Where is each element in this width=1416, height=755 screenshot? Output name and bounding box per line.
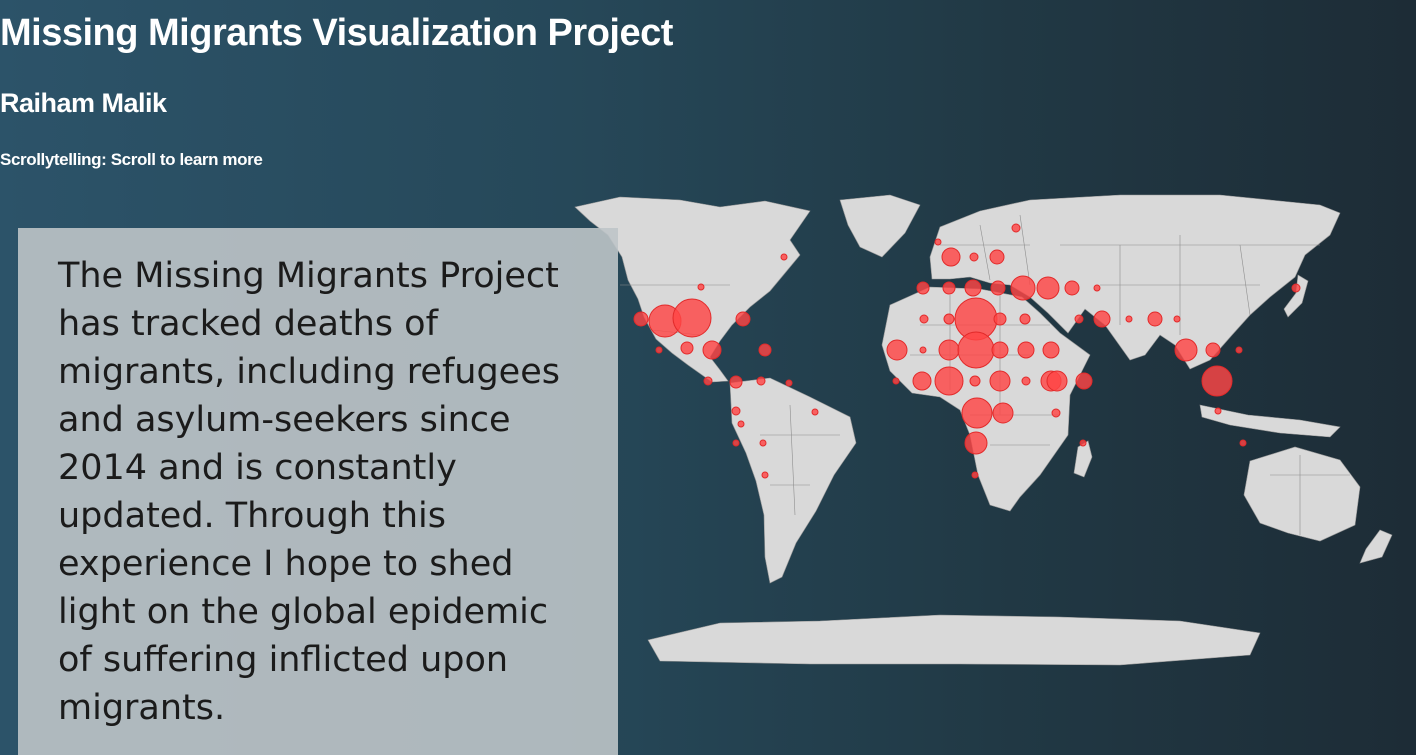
world-map[interactable]	[560, 185, 1416, 685]
incident-bubble[interactable]	[1079, 439, 1087, 447]
incident-bubble[interactable]	[919, 346, 927, 354]
incident-bubble[interactable]	[1174, 338, 1198, 362]
incident-bubble[interactable]	[1239, 439, 1247, 447]
incident-bubble[interactable]	[1019, 313, 1031, 325]
incident-bubble[interactable]	[1173, 315, 1181, 323]
page-title: Missing Migrants Visualization Project	[0, 12, 673, 54]
south-america-landmass	[729, 377, 857, 584]
incident-bubble[interactable]	[1291, 283, 1301, 293]
antarctica-landmass	[647, 614, 1261, 666]
incident-bubble[interactable]	[780, 253, 788, 261]
incident-bubble[interactable]	[633, 311, 649, 327]
incident-bubble[interactable]	[1011, 223, 1021, 233]
africa-landmass	[881, 286, 1091, 512]
incident-bubble[interactable]	[943, 313, 955, 325]
incident-bubble[interactable]	[737, 420, 745, 428]
incident-bubble[interactable]	[1093, 310, 1111, 328]
incident-bubble[interactable]	[957, 331, 995, 369]
greenland-landmass	[839, 194, 921, 258]
australia-landmass	[1243, 446, 1361, 542]
incident-bubble[interactable]	[1201, 365, 1233, 397]
japan-landmass	[1283, 274, 1309, 318]
incident-bubble[interactable]	[1125, 315, 1133, 323]
incident-bubble[interactable]	[1075, 372, 1093, 390]
incident-bubble[interactable]	[697, 283, 705, 291]
incident-bubble[interactable]	[971, 471, 979, 479]
incident-bubble[interactable]	[969, 252, 979, 262]
incident-bubble[interactable]	[892, 377, 900, 385]
incident-bubble[interactable]	[703, 376, 713, 386]
incident-bubble[interactable]	[1017, 341, 1035, 359]
incident-bubble[interactable]	[759, 439, 767, 447]
incident-bubble[interactable]	[1147, 311, 1163, 327]
incident-bubble[interactable]	[1074, 314, 1084, 324]
incident-bubble[interactable]	[729, 375, 743, 389]
incident-bubble[interactable]	[680, 341, 694, 355]
incident-bubble[interactable]	[1010, 275, 1036, 301]
incident-bubble[interactable]	[761, 471, 769, 479]
incident-bubble[interactable]	[731, 406, 741, 416]
incident-bubble[interactable]	[1064, 280, 1080, 296]
incident-bubble[interactable]	[919, 314, 929, 324]
incident-bubble[interactable]	[811, 408, 819, 416]
incident-bubble[interactable]	[993, 312, 1007, 326]
incident-bubble[interactable]	[964, 431, 988, 455]
incident-bubble[interactable]	[989, 249, 1005, 265]
story-card: The Missing Migrants Project has tracked…	[18, 228, 618, 755]
incident-bubble[interactable]	[942, 281, 956, 295]
incident-bubble[interactable]	[934, 366, 964, 396]
incident-bubble[interactable]	[1093, 284, 1101, 292]
incident-bubble[interactable]	[702, 340, 722, 360]
eurasia-landmass	[929, 194, 1341, 370]
incident-bubble[interactable]	[756, 376, 766, 386]
incident-bubble[interactable]	[1036, 276, 1060, 300]
story-text: The Missing Migrants Project has tracked…	[58, 256, 560, 728]
incident-bubble[interactable]	[1214, 407, 1222, 415]
incident-bubble[interactable]	[735, 311, 751, 327]
incident-bubble[interactable]	[964, 279, 982, 297]
incident-bubble[interactable]	[992, 402, 1014, 424]
author-name: Raiham Malik	[0, 88, 167, 118]
incident-bubble[interactable]	[941, 247, 961, 267]
incident-bubble[interactable]	[916, 281, 930, 295]
incident-bubble[interactable]	[886, 339, 908, 361]
new-zealand-landmass	[1359, 529, 1393, 564]
southeast-asia-islands	[1199, 404, 1341, 438]
incident-bubble[interactable]	[655, 346, 663, 354]
incident-bubble[interactable]	[1046, 370, 1068, 392]
world-map-svg[interactable]	[560, 185, 1416, 685]
incident-bubble[interactable]	[1235, 346, 1243, 354]
incident-bubble[interactable]	[938, 339, 960, 361]
incident-bubble[interactable]	[1051, 408, 1061, 418]
incident-bubble[interactable]	[785, 379, 793, 387]
incident-bubble[interactable]	[989, 370, 1011, 392]
incident-bubble[interactable]	[1205, 342, 1221, 358]
incident-bubble[interactable]	[990, 280, 1006, 296]
incident-bubble[interactable]	[961, 397, 993, 429]
incident-bubble[interactable]	[1021, 376, 1031, 386]
incident-bubble[interactable]	[758, 343, 772, 357]
scroll-hint: Scrollytelling: Scroll to learn more	[0, 150, 263, 169]
incident-bubble[interactable]	[1042, 341, 1060, 359]
incident-bubble[interactable]	[934, 238, 942, 246]
incident-bubble[interactable]	[991, 341, 1009, 359]
incident-bubble[interactable]	[912, 371, 932, 391]
incident-bubble[interactable]	[732, 439, 740, 447]
incident-bubbles[interactable]	[633, 223, 1301, 479]
incident-bubble[interactable]	[969, 375, 981, 387]
incident-bubble[interactable]	[672, 298, 712, 338]
